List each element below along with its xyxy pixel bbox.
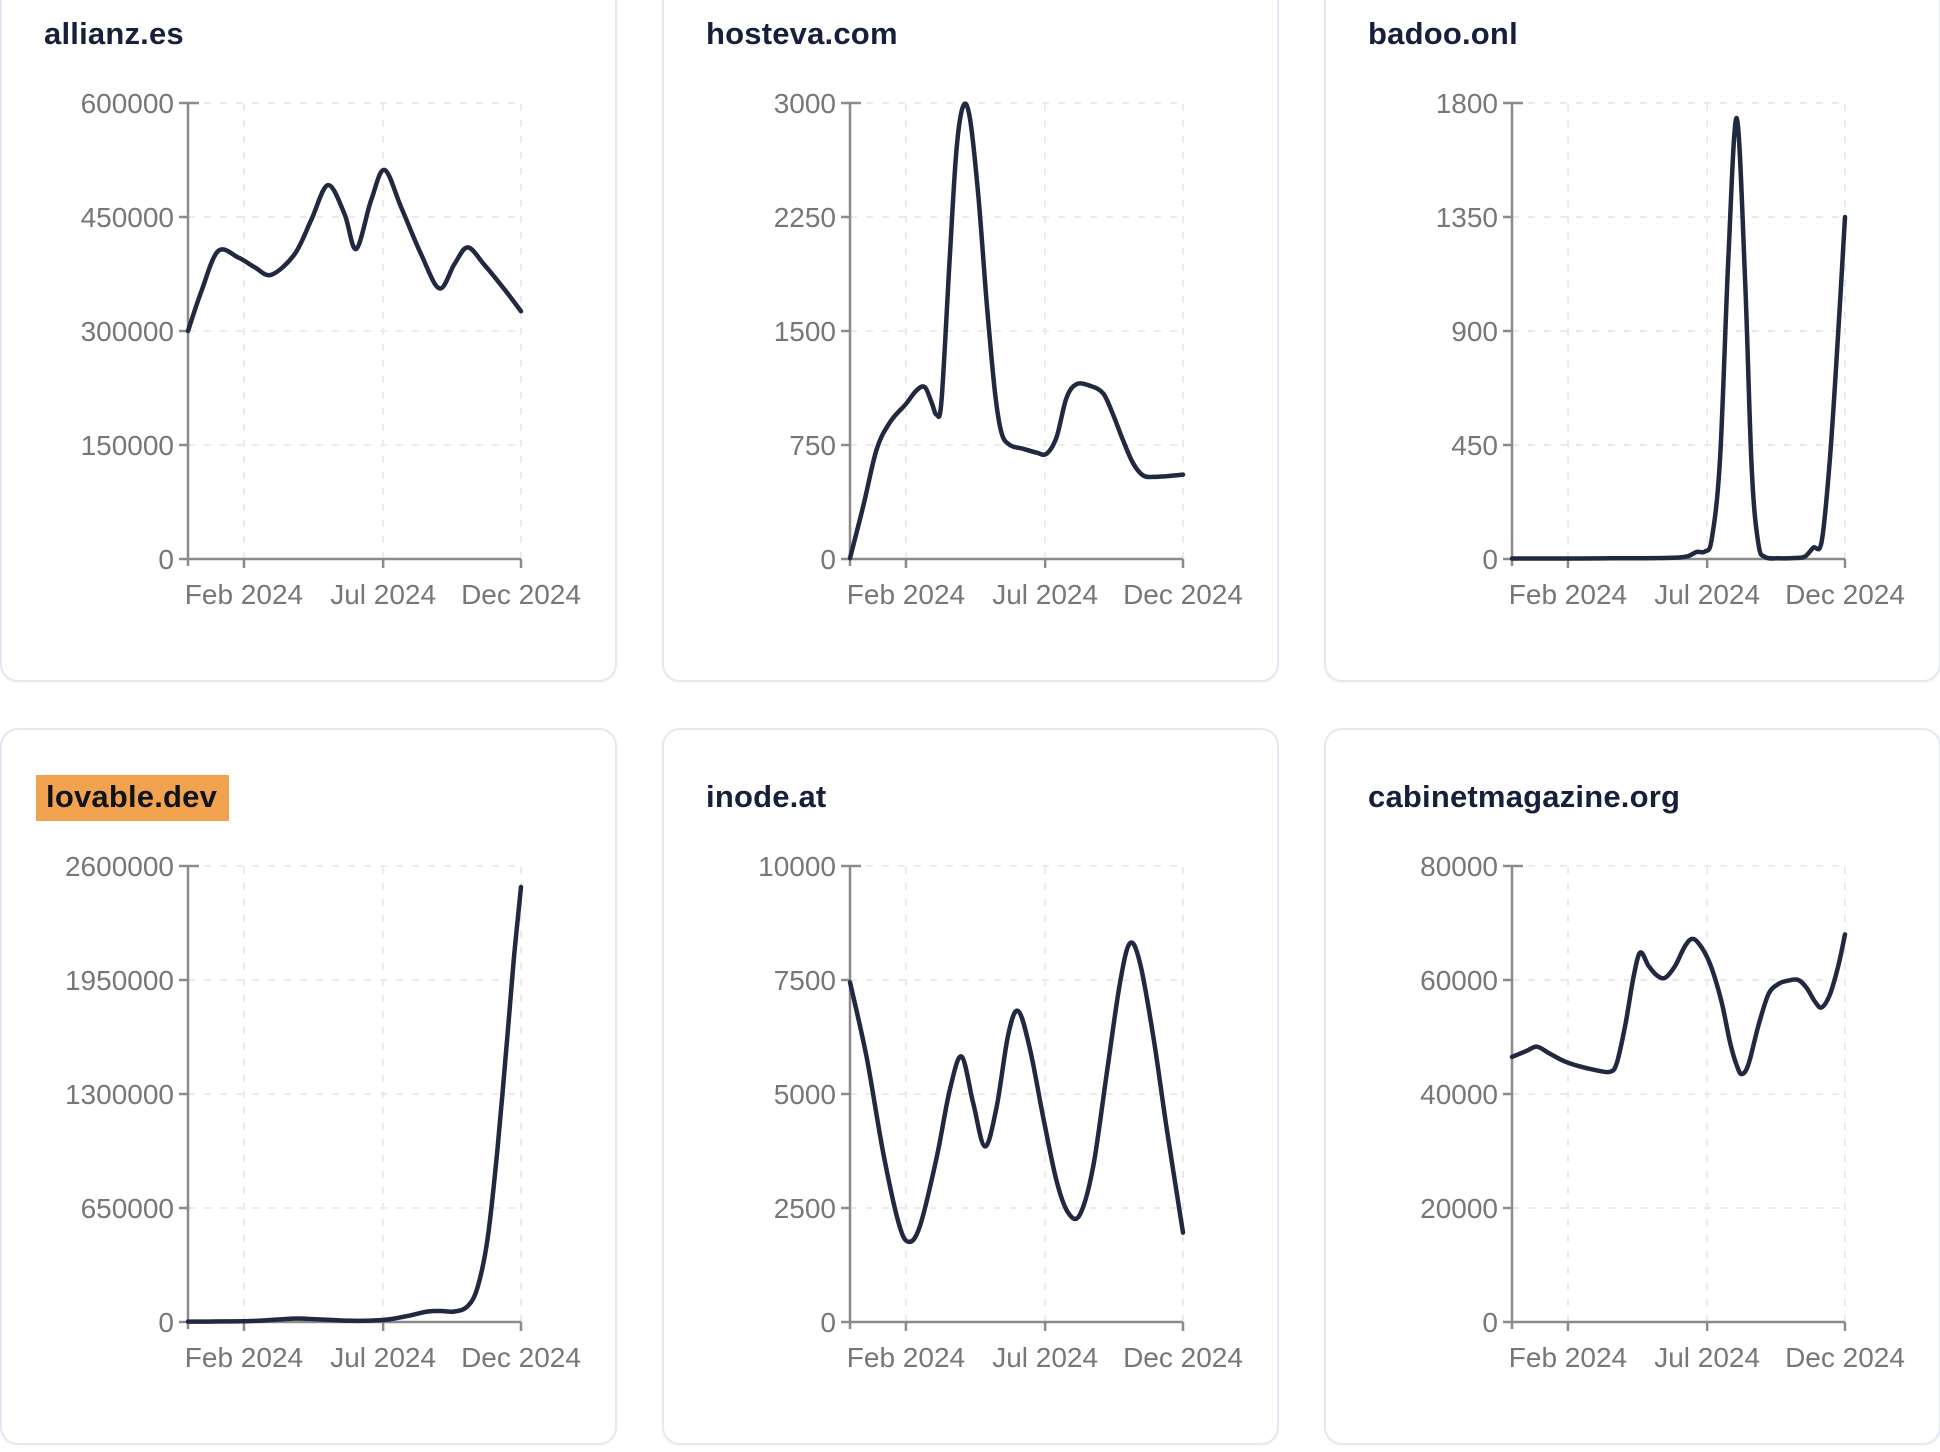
x-tick-label: Dec 2024 [1123,579,1243,610]
y-tick-label: 600000 [81,88,174,119]
series-line [1509,932,1848,1077]
y-tick-label: 2600000 [65,851,174,882]
y-tick-label: 0 [820,1307,836,1338]
series-line [185,167,524,334]
series-line [185,884,524,1324]
x-tick-label: Feb 2024 [847,579,965,610]
y-tick-label: 0 [820,544,836,575]
y-tick-label: 20000 [1420,1193,1498,1224]
x-tick-label: Jul 2024 [330,579,436,610]
x-tick-label: Feb 2024 [847,1342,965,1373]
chart-card-inode: inode.at 0 2500 5000 7500 10000 Feb 2024 Jul 2… [662,728,1279,1445]
y-tick-label: 0 [158,1307,174,1338]
x-tick-label: Feb 2024 [185,579,303,610]
x-tick-label: Feb 2024 [1509,579,1627,610]
y-tick-label: 900 [1451,316,1498,347]
x-tick-label: Dec 2024 [461,1342,581,1373]
y-tick-label: 40000 [1420,1079,1498,1110]
chart-title: allianz.es [44,16,184,51]
y-tick-label: 80000 [1420,851,1498,882]
series-line [847,940,1186,1245]
y-tick-label: 2500 [774,1193,836,1224]
x-tick-label: Jul 2024 [1654,579,1760,610]
y-tick-label: 0 [1482,1307,1498,1338]
y-tick-label: 0 [1482,544,1498,575]
y-tick-label: 2250 [774,202,836,233]
x-tick-label: Dec 2024 [1785,579,1905,610]
y-tick-label: 5000 [774,1079,836,1110]
y-tick-label: 0 [158,544,174,575]
line-chart: 0 750 1500 2250 3000 Feb 2024 Jul 2024 Dec 2024 [774,88,1243,610]
chart-title: hosteva.com [706,16,898,51]
chart-title: badoo.onl [1368,16,1518,51]
x-tick-label: Feb 2024 [1509,1342,1627,1373]
series-line [1509,115,1848,561]
chart-card-allianz: allianz.es 0 150000 300000 450000 600000 Feb … [0,0,617,682]
line-chart: 0 20000 40000 60000 80000 Feb 2024 Jul 2024 Dec… [1420,851,1905,1373]
x-tick-label: Dec 2024 [461,579,581,610]
y-tick-label: 150000 [81,430,174,461]
line-chart: 0 150000 300000 450000 600000 Feb 2024 Jul 202… [81,88,581,610]
y-tick-label: 650000 [81,1193,174,1224]
chart-card-badoo: badoo.onl 0 450 900 1350 1800 Feb 2024 Jul 202… [1324,0,1940,682]
x-tick-label: Jul 2024 [992,579,1098,610]
chart-card-cabinetmagazine: cabinetmagazine.org 0 20000 40000 60000 8000… [1324,728,1940,1445]
chart-title: cabinetmagazine.org [1368,779,1681,814]
line-chart: 0 2500 5000 7500 10000 Feb 2024 Jul 2024 Dec 20… [758,851,1243,1373]
x-tick-label: Dec 2024 [1785,1342,1905,1373]
y-tick-label: 1300000 [65,1079,174,1110]
x-tick-label: Jul 2024 [330,1342,436,1373]
y-tick-label: 10000 [758,851,836,882]
line-chart: 0 650000 1300000 1950000 2600000 Feb 2024 Jul … [65,851,581,1373]
y-tick-label: 300000 [81,316,174,347]
y-tick-label: 1350 [1436,202,1498,233]
x-tick-label: Jul 2024 [1654,1342,1760,1373]
y-tick-label: 1800 [1436,88,1498,119]
chart-card-lovable: lovable.dev 0 650000 1300000 1950000 2600000… [0,728,617,1445]
y-tick-label: 60000 [1420,965,1498,996]
y-tick-label: 450 [1451,430,1498,461]
x-tick-label: Jul 2024 [992,1342,1098,1373]
y-tick-label: 1500 [774,316,836,347]
line-chart: 0 450 900 1350 1800 Feb 2024 Jul 2024 Dec 2024 [1436,88,1905,610]
y-tick-label: 7500 [774,965,836,996]
chart-title-highlighted: lovable.dev [36,775,230,821]
y-tick-label: 450000 [81,202,174,233]
x-tick-label: Feb 2024 [185,1342,303,1373]
series-line [847,101,1186,561]
y-tick-label: 750 [789,430,836,461]
y-tick-label: 1950000 [65,965,174,996]
chart-card-hosteva: hosteva.com 0 750 1500 2250 3000 Feb 2024 Jul … [662,0,1279,682]
y-tick-label: 3000 [774,88,836,119]
chart-title: inode.at [706,779,827,814]
x-tick-label: Dec 2024 [1123,1342,1243,1373]
